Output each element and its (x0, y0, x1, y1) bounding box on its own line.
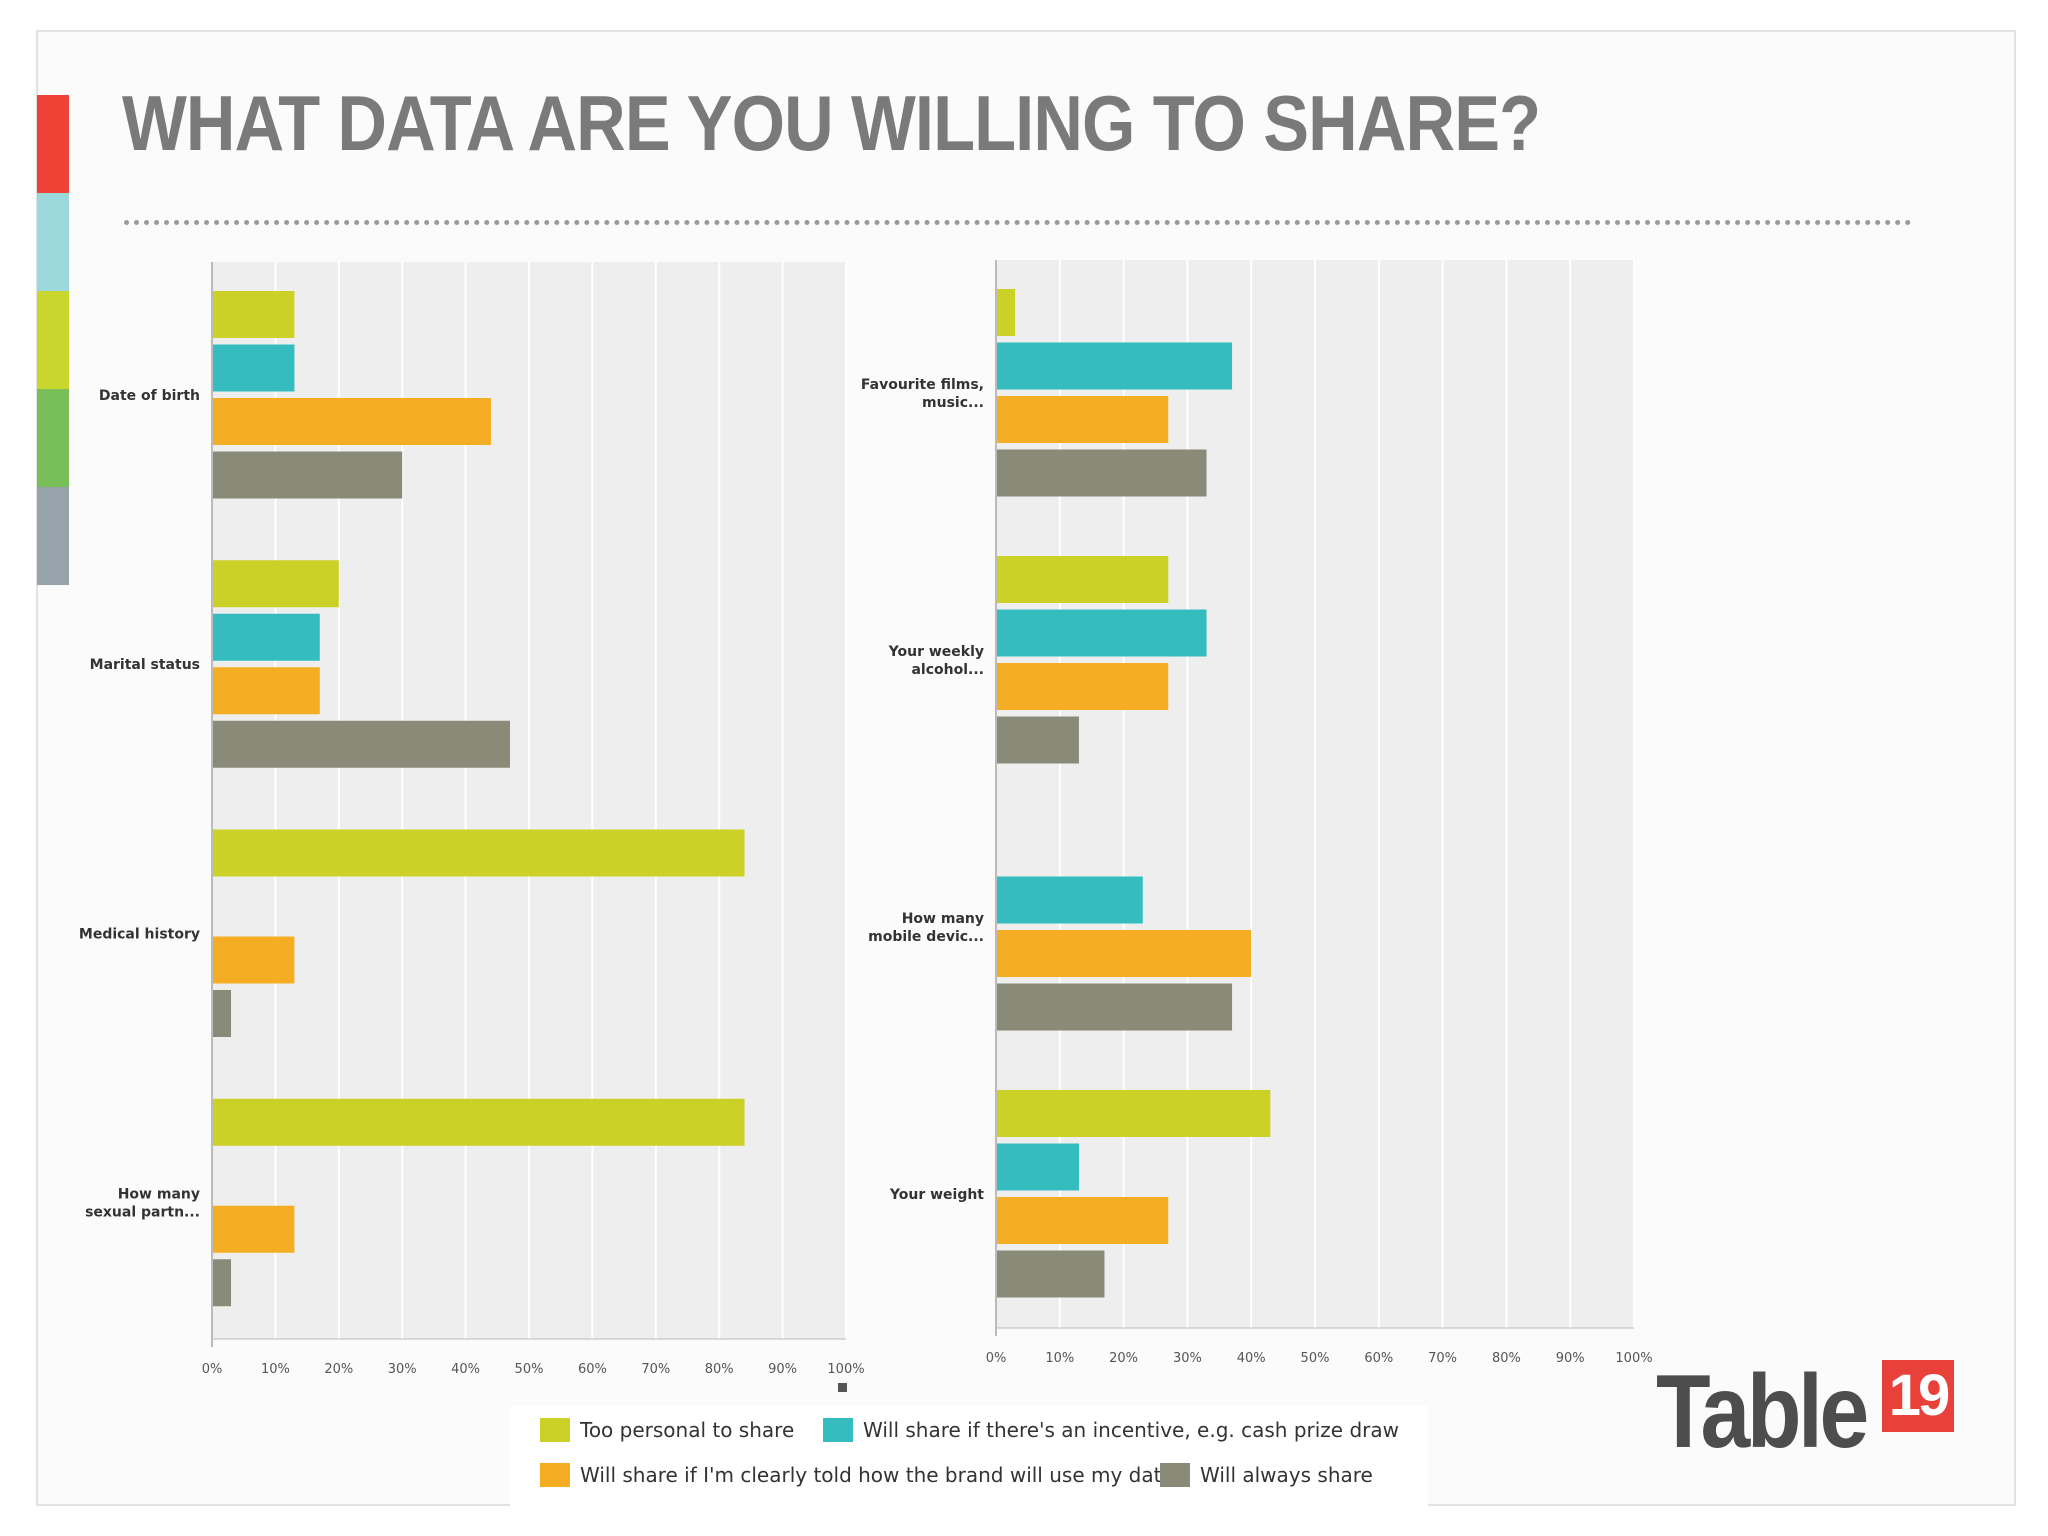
tick-label: 70% (641, 1362, 670, 1377)
legend-item-incentive: Will share if there's an incentive, e.g.… (823, 1418, 1399, 1442)
stripe-segment-grey (37, 487, 69, 585)
legend-swatch (540, 1463, 570, 1487)
table19-logo: Table 19 (1656, 1360, 1956, 1470)
bar (213, 344, 295, 392)
bar (213, 1259, 232, 1307)
tick-label: 50% (1301, 1351, 1330, 1366)
legend-label: Too personal to share (580, 1418, 795, 1442)
bar (997, 449, 1207, 497)
stripe-segment-green (37, 389, 69, 487)
tick-label: 30% (388, 1362, 417, 1377)
category-label: How many (902, 911, 984, 927)
tick-label: 10% (1045, 1351, 1074, 1366)
tick-label: 100% (827, 1362, 864, 1377)
legend-swatch (1160, 1463, 1190, 1487)
tick-label: 40% (451, 1362, 480, 1377)
bar (997, 716, 1079, 764)
bar (997, 876, 1143, 924)
bar (997, 609, 1207, 657)
tick-label: 30% (1173, 1351, 1202, 1366)
legend-label: Will share if there's an incentive, e.g.… (863, 1418, 1399, 1442)
category-label: Medical history (79, 926, 200, 942)
tick-label: 0% (202, 1362, 223, 1377)
stripe-segment-lime (37, 291, 69, 389)
bar (997, 1250, 1105, 1298)
category-label: How many (118, 1187, 200, 1203)
legend-swatch (540, 1418, 570, 1442)
bar (213, 560, 339, 608)
tick-label: 90% (1556, 1351, 1585, 1366)
stripe-segment-light-blue (37, 193, 69, 291)
category-label: Your weekly (888, 644, 984, 660)
category-label: Marital status (90, 657, 200, 673)
category-label: alcohol... (911, 662, 984, 678)
category-label: Favourite films, (861, 377, 984, 393)
tick-label: 90% (768, 1362, 797, 1377)
tick-label: 80% (1492, 1351, 1521, 1366)
tick-label: 70% (1428, 1351, 1457, 1366)
bar (997, 930, 1252, 977)
bar (213, 990, 232, 1037)
tick-label: 80% (705, 1362, 734, 1377)
bar (997, 983, 1233, 1031)
bar (997, 1143, 1079, 1191)
logo-badge: 19 (1882, 1360, 1954, 1432)
tick-label: 20% (1109, 1351, 1138, 1366)
tick-label: 40% (1237, 1351, 1266, 1366)
bar (213, 398, 491, 445)
logo-wordmark: Table (1656, 1354, 1869, 1470)
bar (213, 451, 403, 499)
category-label: mobile devic... (868, 929, 984, 945)
legend-item-too-personal: Too personal to share (540, 1418, 794, 1442)
bar (997, 342, 1233, 390)
dotted-divider (124, 220, 1912, 225)
category-label: Date of birth (99, 388, 200, 404)
tick-label: 60% (1364, 1351, 1393, 1366)
legend-swatch (823, 1418, 853, 1442)
bar (213, 720, 510, 768)
bar (213, 829, 745, 877)
category-label: Your weight (889, 1187, 984, 1203)
bar (213, 291, 295, 338)
category-label: music... (922, 395, 984, 411)
bar-chart-left: 0% 10% 20% 30% 40% 50% 60% 70% 80% 90% 100% Date of… (0, 250, 880, 1400)
bar (213, 936, 295, 984)
tick-label: 100% (1615, 1351, 1652, 1366)
bar (213, 667, 320, 715)
tick-label: 20% (324, 1362, 353, 1377)
bar (997, 396, 1169, 443)
legend-label: Will share if I'm clearly told how the b… (580, 1463, 1174, 1487)
tick-label: 50% (515, 1362, 544, 1377)
bar (997, 663, 1169, 710)
color-stripe (37, 95, 69, 585)
bar (997, 1090, 1271, 1137)
legend-item-always-share: Will always share (1160, 1463, 1373, 1487)
category-label: sexual partn... (85, 1205, 200, 1221)
bar (213, 1205, 295, 1253)
tick-label: 10% (261, 1362, 290, 1377)
bar (997, 1197, 1169, 1244)
legend-item-clearly-told: Will share if I'm clearly told how the b… (540, 1463, 1174, 1487)
legend-scroll-marker (838, 1383, 847, 1392)
stripe-segment-red (37, 95, 69, 193)
bar (213, 1098, 745, 1146)
tick-label: 0% (986, 1351, 1007, 1366)
page-title: WHAT DATA ARE YOU WILLING TO SHARE? (122, 79, 1541, 167)
chart-legend: Too personal to share Will share if ther… (510, 1406, 1428, 1516)
bar (997, 289, 1016, 336)
chart-svg: 0% 10% 20% 30% 40% 50% 60% 70% 80% 90% 100% Date of… (79, 262, 865, 1377)
bar (213, 613, 320, 661)
legend-label: Will always share (1200, 1463, 1373, 1487)
chart-svg: 0% 10% 20% 30% 40% 50% 60% 70% 80% 90% 100% Favouri… (861, 260, 1653, 1366)
bar (997, 556, 1169, 603)
tick-label: 60% (578, 1362, 607, 1377)
bar-chart-right: 0% 10% 20% 30% 40% 50% 60% 70% 80% 90% 100% Favouri… (860, 250, 1660, 1370)
